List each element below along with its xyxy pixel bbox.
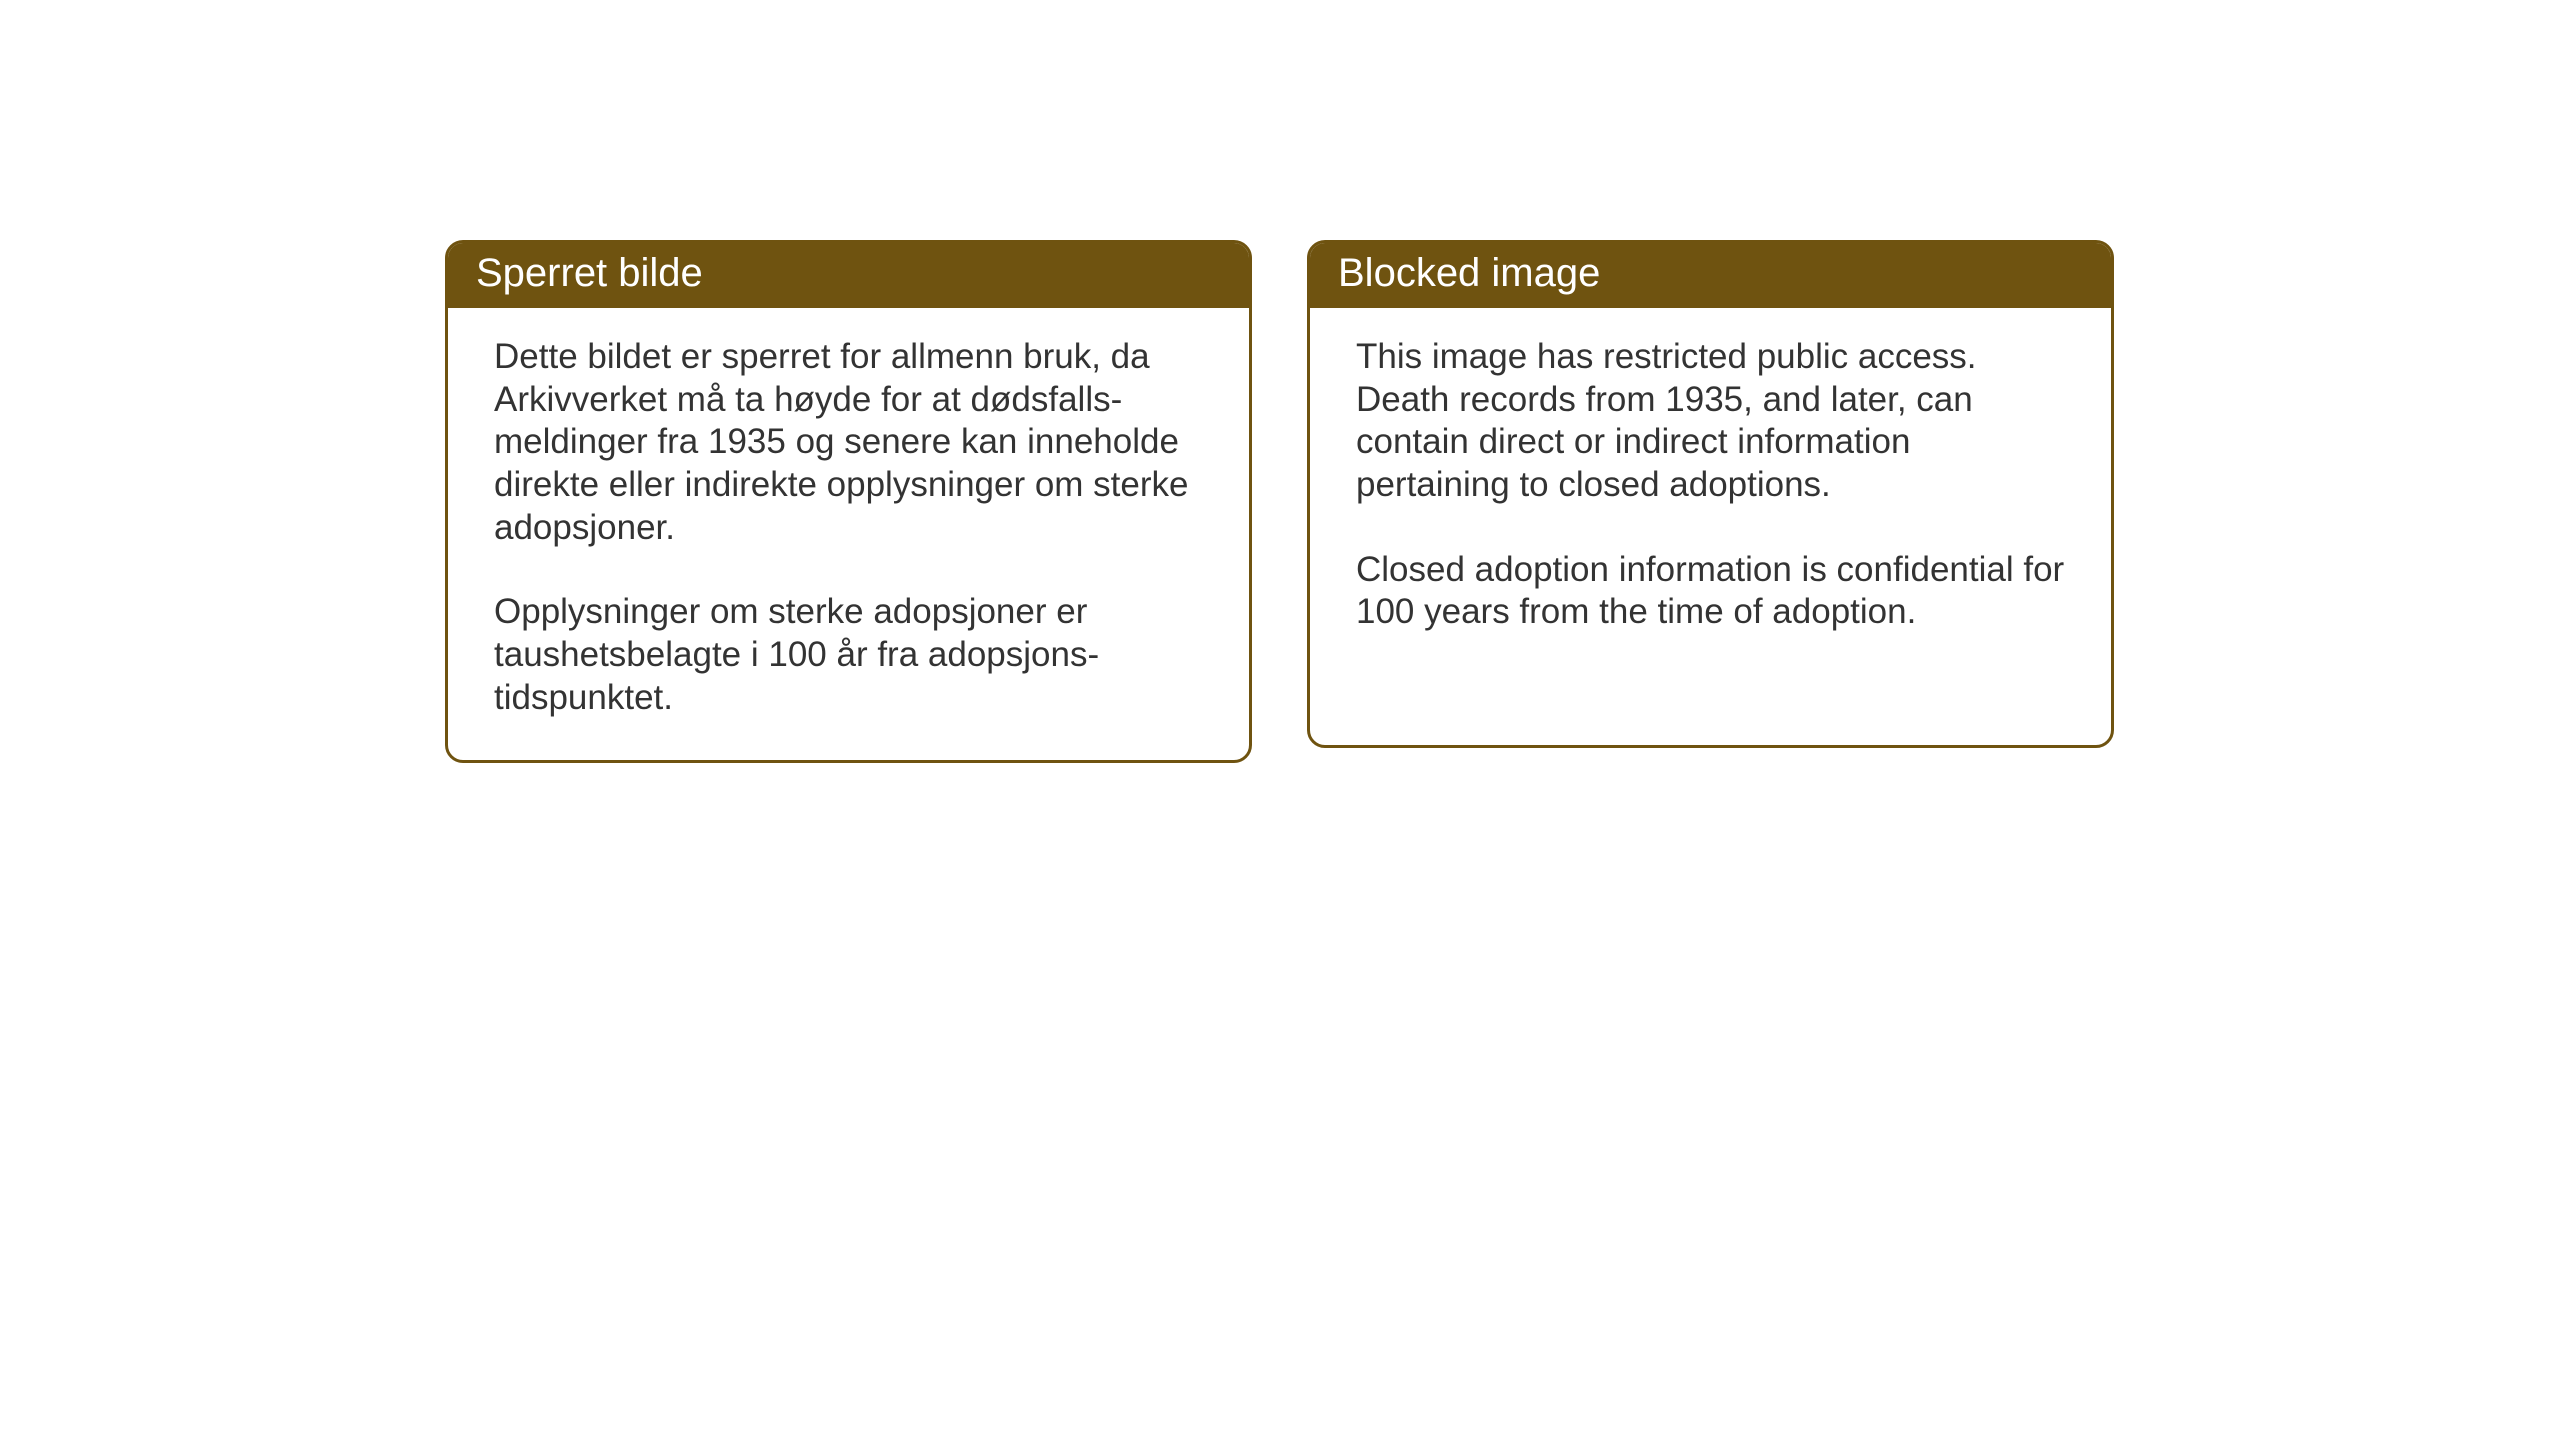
notice-body-english: This image has restricted public access.…	[1310, 308, 2111, 674]
notice-paragraph: Closed adoption information is confident…	[1356, 549, 2071, 634]
notice-header-norwegian: Sperret bilde	[448, 243, 1249, 308]
notice-header-english: Blocked image	[1310, 243, 2111, 308]
notice-body-norwegian: Dette bildet er sperret for allmenn bruk…	[448, 308, 1249, 760]
notice-paragraph: Opplysninger om sterke adopsjoner er tau…	[494, 591, 1209, 719]
notice-paragraph: This image has restricted public access.…	[1356, 336, 2071, 507]
notice-container: Sperret bilde Dette bildet er sperret fo…	[0, 0, 2560, 763]
notice-card-norwegian: Sperret bilde Dette bildet er sperret fo…	[445, 240, 1252, 763]
notice-paragraph: Dette bildet er sperret for allmenn bruk…	[494, 336, 1209, 549]
notice-card-english: Blocked image This image has restricted …	[1307, 240, 2114, 748]
